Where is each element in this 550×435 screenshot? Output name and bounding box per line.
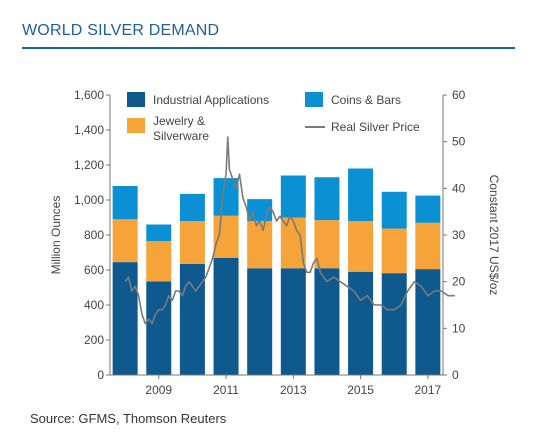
right-tick-label: 20	[452, 275, 466, 289]
bar-2015-series-2	[348, 168, 374, 221]
right-tick-label: 10	[452, 321, 466, 335]
left-tick-label: 200	[84, 333, 104, 347]
legend: Industrial Applications Coins & Bars Jewel…	[127, 92, 420, 143]
bar-2017-series-2	[415, 195, 441, 223]
price-line-group	[124, 136, 455, 325]
left-tick-label: 1,400	[74, 123, 104, 137]
right-tick-label: 60	[452, 88, 466, 102]
legend-label-industrial: Industrial Applications	[153, 93, 269, 107]
bar-2013-series-1	[280, 217, 306, 269]
axes-group: 0 200 400 600 800 1,000 1,200 1,400 1,600 0 10 20 30…	[49, 88, 501, 397]
left-tick-label: 1,000	[74, 193, 104, 207]
bar-2016-series-1	[381, 228, 407, 274]
legend-swatch-coins	[305, 92, 323, 107]
right-tick-label: 30	[452, 228, 466, 242]
bar-2012-series-0	[247, 268, 273, 375]
bar-2008-series-1	[112, 219, 138, 263]
bar-2015-series-0	[348, 271, 374, 375]
left-tick-label: 1,200	[74, 158, 104, 172]
silver-demand-chart: 0 200 400 600 800 1,000 1,200 1,400 1,600 0 10 20 30…	[49, 88, 501, 397]
bar-2013-series-0	[280, 268, 306, 375]
x-tick-label: 2013	[280, 383, 307, 397]
chart-title: WORLD SILVER DEMAND	[22, 22, 220, 39]
bar-2013-series-2	[280, 175, 306, 218]
left-tick-label: 400	[84, 298, 104, 312]
real-silver-price-line	[124, 136, 455, 325]
bar-2015-series-1	[348, 221, 374, 272]
left-tick-label: 800	[84, 228, 104, 242]
legend-swatch-industrial	[127, 92, 145, 107]
bar-2016-series-2	[381, 191, 407, 229]
legend-label-coins: Coins & Bars	[331, 93, 401, 107]
bar-2011-series-0	[213, 257, 239, 375]
right-tick-label: 40	[452, 181, 466, 195]
bar-2010-series-2	[179, 193, 205, 222]
bar-2008-series-2	[112, 186, 138, 220]
x-tick-label: 2011	[213, 383, 239, 397]
legend-label-jewelry: Jewelry & Silverware	[153, 114, 209, 143]
bars-group	[112, 168, 441, 376]
bar-2008-series-0	[112, 262, 138, 376]
bar-2009-series-1	[146, 241, 172, 282]
source-note: Source: GFMS, Thomson Reuters	[30, 411, 227, 426]
x-tick-label: 2009	[145, 383, 172, 397]
right-axis-label: Constant 2017 US$/oz	[487, 175, 501, 296]
legend-swatch-jewelry	[127, 118, 145, 133]
left-tick-label: 0	[97, 368, 104, 382]
bar-2011-series-1	[213, 215, 239, 258]
legend-label-price: Real Silver Price	[331, 120, 420, 134]
right-tick-label: 0	[452, 368, 459, 382]
right-tick-label: 50	[452, 135, 466, 149]
x-tick-label: 2015	[347, 383, 374, 397]
bar-2016-series-0	[381, 273, 407, 375]
bar-2009-series-2	[146, 224, 172, 242]
left-axis-label: Million Ounces	[49, 196, 63, 275]
bar-2012-series-1	[247, 221, 273, 269]
left-tick-label: 1,600	[74, 88, 104, 102]
bar-2009-series-0	[146, 281, 172, 376]
x-tick-label: 2017	[415, 383, 442, 397]
bar-2010-series-0	[179, 263, 205, 376]
bar-2010-series-1	[179, 221, 205, 264]
bar-2017-series-0	[415, 269, 441, 376]
bar-2014-series-0	[314, 268, 340, 375]
bar-2014-series-2	[314, 177, 340, 221]
bar-2014-series-1	[314, 220, 340, 269]
title-underline	[22, 47, 515, 49]
left-tick-label: 600	[84, 263, 104, 277]
bar-2017-series-1	[415, 222, 441, 270]
